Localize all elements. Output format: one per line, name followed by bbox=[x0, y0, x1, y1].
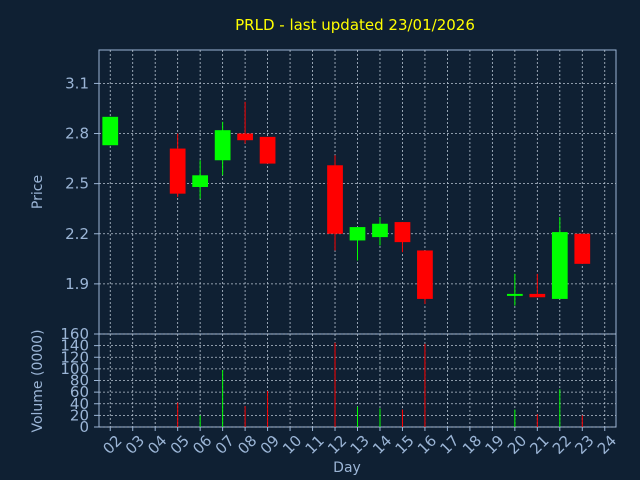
volume-tick-label: 160 bbox=[60, 325, 89, 343]
candle-body bbox=[102, 116, 119, 146]
candle-body bbox=[529, 293, 546, 298]
x-axis-label: Day bbox=[333, 460, 361, 476]
price-tick-label: 2.8 bbox=[65, 125, 89, 143]
candle-body bbox=[394, 222, 411, 243]
price-tick-label: 2.2 bbox=[65, 225, 89, 243]
price-tick-label: 1.9 bbox=[65, 275, 89, 293]
candle-body bbox=[574, 233, 591, 264]
x-axis: 0203040506070809101112131415161718192021… bbox=[99, 427, 620, 458]
candle-body bbox=[506, 293, 523, 296]
volume-tick-label: 0 bbox=[79, 418, 89, 436]
price-tick-label: 3.1 bbox=[65, 74, 89, 92]
volume-tick-label: 140 bbox=[60, 337, 89, 355]
price-panel: 1.9 2.2 2.5 2.8 3.1 bbox=[65, 49, 617, 335]
candle-body bbox=[327, 165, 343, 234]
x-tick-label: 24 bbox=[594, 432, 620, 458]
candle-body bbox=[237, 133, 253, 141]
candle-body bbox=[551, 232, 568, 299]
price-tick-label: 2.5 bbox=[65, 175, 89, 193]
volume-tick-label: 20 bbox=[70, 406, 89, 424]
volume-tick-label: 120 bbox=[60, 348, 89, 366]
candle-body bbox=[169, 148, 186, 194]
candle-body bbox=[349, 227, 366, 241]
candle-body bbox=[214, 130, 231, 161]
candle-body bbox=[259, 136, 276, 164]
volume-axis-label: Volume (0000) bbox=[30, 329, 46, 432]
candle-body bbox=[417, 250, 433, 299]
chart-title: PRLD - last updated 23/01/2026 bbox=[235, 16, 475, 34]
volume-tick-label: 80 bbox=[70, 372, 89, 390]
volume-tick-label: 40 bbox=[70, 395, 89, 413]
candle-body bbox=[192, 175, 209, 187]
price-axis-label: Price bbox=[30, 175, 46, 209]
candle-body bbox=[372, 223, 388, 238]
volume-tick-label: 100 bbox=[60, 360, 89, 378]
volume-tick-label: 60 bbox=[70, 383, 89, 401]
